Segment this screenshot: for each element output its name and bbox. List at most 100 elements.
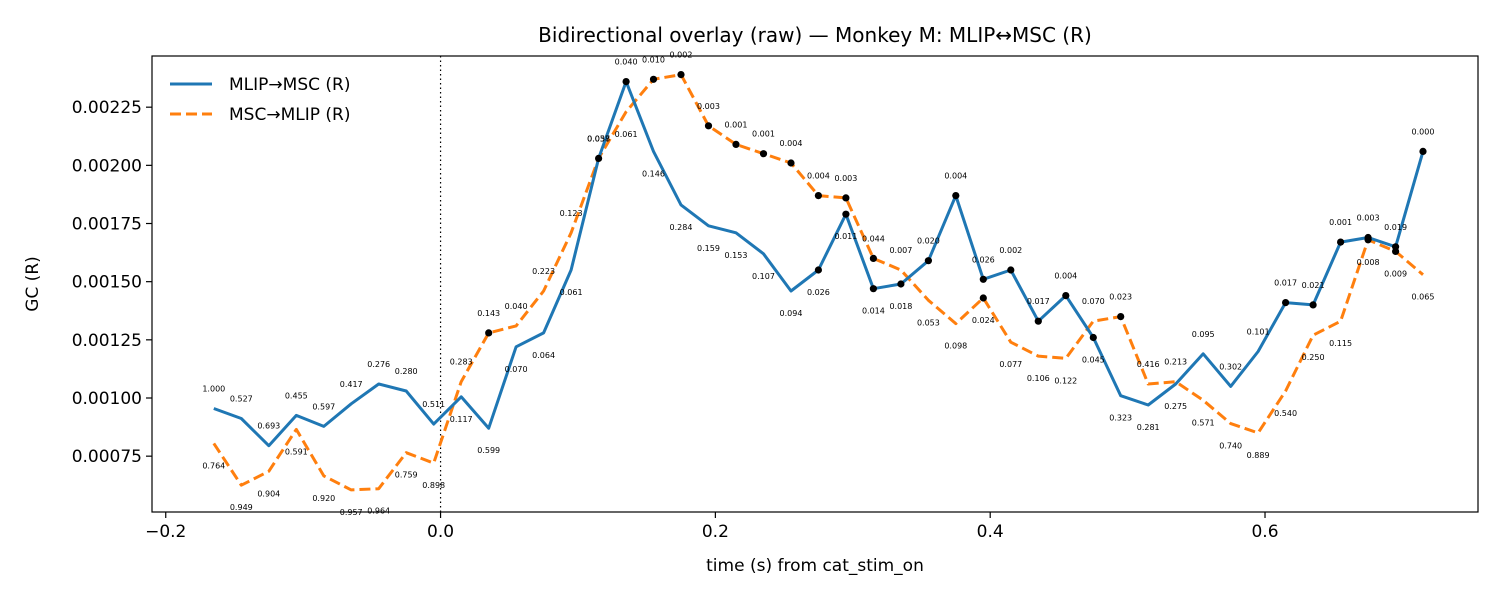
p-value-label: 0.065	[1412, 293, 1435, 302]
significance-marker	[897, 280, 905, 288]
p-value-label: 0.009	[1384, 269, 1407, 278]
series-line-1	[212, 73, 1424, 492]
p-value-label: 0.417	[340, 380, 363, 389]
p-value-label: 0.037	[587, 134, 610, 143]
y-tick-label: 0.00075	[72, 447, 142, 467]
significance-marker	[979, 294, 987, 302]
significance-marker	[869, 285, 878, 293]
p-value-label: 0.323	[1109, 414, 1132, 423]
p-value-label: 0.003	[1357, 214, 1380, 223]
p-value-label: 0.693	[257, 422, 280, 431]
series-line-0	[213, 80, 1425, 448]
p-value-label: 0.964	[367, 507, 390, 516]
p-value-label: 0.002	[999, 246, 1022, 255]
p-value-label: 0.889	[1247, 451, 1270, 460]
significance-marker	[924, 257, 933, 265]
p-value-label: 0.153	[725, 251, 748, 260]
p-value-label: 0.904	[257, 489, 280, 498]
axes: −0.2 0.0 0.2 0.4 0.6 0.00075 0.00100 0.00125 0.0…	[72, 98, 1279, 542]
p-value-label: 0.949	[230, 503, 253, 512]
p-value-label: 0.597	[312, 402, 335, 411]
significance-marker	[842, 194, 850, 202]
p-value-label: 0.123	[560, 209, 583, 218]
p-value-label: 0.455	[285, 391, 308, 400]
significance-marker	[1007, 266, 1015, 274]
plot-frame	[151, 55, 1479, 513]
p-value-label: 0.094	[780, 309, 803, 318]
p-value-label: 0.058	[587, 134, 610, 143]
significance-marker	[732, 140, 740, 148]
p-value-label: 0.302	[1219, 362, 1242, 371]
p-value-label: 0.001	[1329, 218, 1352, 227]
p-value-label: 0.011	[834, 232, 857, 241]
significance-marker	[814, 192, 823, 200]
p-value-label: 0.026	[972, 255, 995, 264]
p-value-label: 0.053	[917, 318, 940, 327]
significance-marker	[952, 192, 960, 200]
p-value-label: 0.283	[450, 358, 473, 367]
p-value-label: 0.764	[202, 461, 225, 470]
legend-label-msc-to-mlip: MSC→MLIP (R)	[229, 105, 350, 125]
x-tick-label: −0.2	[145, 522, 186, 542]
significance-marker	[1337, 238, 1345, 246]
p-value-label: 0.571	[1192, 418, 1215, 427]
significance-marker	[759, 150, 768, 158]
p-value-label: 0.008	[1357, 258, 1380, 267]
p-value-label: 0.003	[834, 174, 857, 183]
p-value-label: 0.001	[752, 130, 775, 139]
p-value-label: 0.000	[1412, 127, 1435, 136]
p-value-label: 0.010	[642, 55, 665, 64]
p-value-label: 0.026	[807, 288, 830, 297]
p-value-label: 0.759	[395, 471, 418, 480]
y-tick-label: 0.00225	[72, 98, 142, 118]
p-value-label: 0.591	[285, 447, 308, 456]
p-value-label: 0.101	[1247, 328, 1270, 337]
p-value-label: 0.044	[862, 234, 885, 243]
significance-marker	[595, 154, 603, 162]
x-tick-label: 0.4	[977, 522, 1004, 542]
p-value-label: 0.002	[670, 51, 693, 60]
p-value-label: 0.061	[615, 130, 638, 139]
p-value-label: 0.143	[477, 309, 500, 318]
p-value-label: 0.007	[889, 246, 912, 255]
y-tick-label: 0.00175	[72, 215, 142, 235]
p-value-label: 0.004	[780, 139, 803, 148]
p-value-label: 0.920	[312, 494, 335, 503]
y-tick-label: 0.00100	[72, 389, 142, 409]
significance-marker	[869, 254, 878, 262]
significance-marker	[1034, 317, 1042, 325]
p-value-label: 0.020	[917, 237, 940, 246]
p-value-label: 0.018	[889, 302, 912, 311]
legend-box	[160, 66, 392, 132]
significance-marker	[842, 210, 850, 218]
y-tick-label: 0.00150	[72, 273, 142, 293]
p-value-label: 0.106	[1027, 374, 1050, 383]
y-tick-label: 0.00200	[72, 156, 142, 176]
p-value-label: 0.045	[1082, 356, 1105, 365]
p-value-label: 0.284	[670, 223, 693, 232]
p-value-label: 0.023	[1109, 293, 1132, 302]
p-value-label: 0.004	[1054, 272, 1077, 281]
p-value-label: 0.070	[505, 365, 528, 374]
x-tick-label: 0.2	[702, 522, 729, 542]
significance-marker	[979, 275, 987, 283]
significance-marker	[677, 71, 685, 79]
p-value-label: 0.511	[422, 400, 445, 409]
p-value-label: 0.276	[367, 360, 390, 369]
p-value-label: 0.070	[1082, 297, 1105, 306]
p-value-label: 0.095	[1192, 330, 1215, 339]
legend: MLIP→MSC (R) MSC→MLIP (R)	[160, 66, 392, 132]
significance-marker	[485, 329, 493, 337]
p-value-label: 0.740	[1219, 442, 1242, 451]
significance-marker	[1364, 236, 1372, 244]
p-value-label: 0.250	[1302, 353, 1325, 362]
p-value-label: 0.003	[697, 102, 720, 111]
p-value-label: 0.019	[1384, 223, 1407, 232]
p-value-label: 0.122	[1054, 376, 1077, 385]
significance-marker	[1089, 333, 1097, 342]
significance-marker	[622, 78, 630, 86]
y-axis-label: GC (R)	[23, 256, 43, 312]
p-value-label: 0.001	[725, 120, 748, 129]
p-value-label: 0.281	[1137, 423, 1160, 432]
